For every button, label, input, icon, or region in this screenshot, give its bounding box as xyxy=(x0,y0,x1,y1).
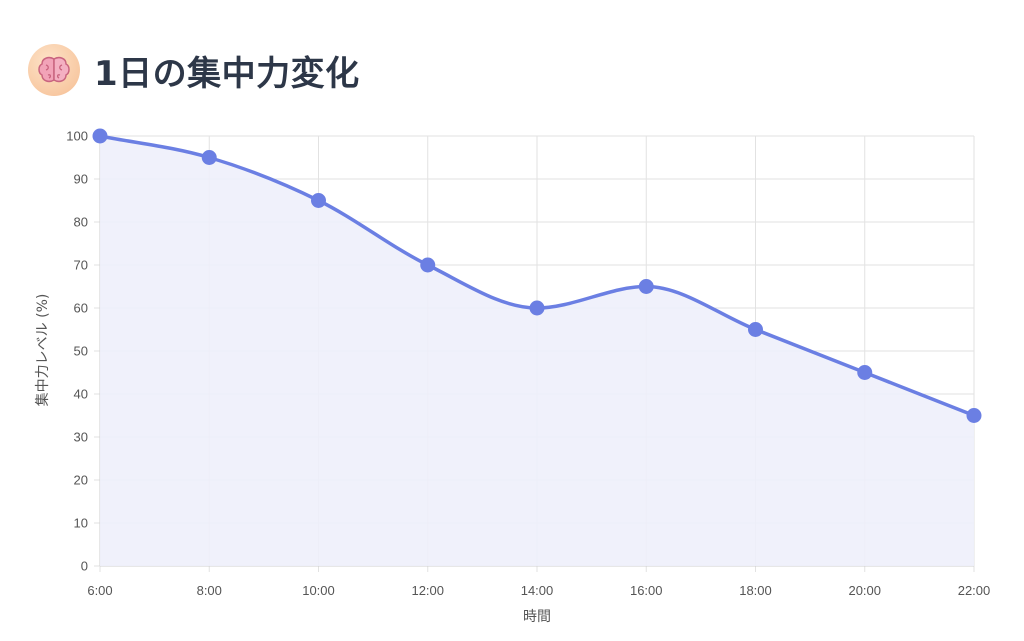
y-tick-label: 30 xyxy=(74,430,88,445)
y-tick-label: 40 xyxy=(74,387,88,402)
y-axis-title: 集中力レベル (%) xyxy=(34,294,51,407)
y-tick-label: 80 xyxy=(74,215,88,230)
tick-labels: 0 10 20 30 40 50 60 70 80 90 100 6:00 8:00 10:00 12:00… xyxy=(66,129,990,599)
y-tick-label: 90 xyxy=(74,172,88,187)
x-tick-label: 12:00 xyxy=(411,583,444,598)
chart-header: 1日の集中力変化 xyxy=(28,44,360,96)
data-point-800 xyxy=(201,150,217,165)
data-point-1800 xyxy=(748,322,763,337)
x-tick-label: 14:00 xyxy=(521,583,554,598)
y-tick-label: 20 xyxy=(74,473,88,488)
y-tick-label: 10 xyxy=(74,516,88,531)
data-point-2200 xyxy=(966,408,982,423)
data-points xyxy=(92,128,982,423)
y-tick-label: 0 xyxy=(81,559,88,574)
data-point-1000 xyxy=(311,193,326,208)
x-tick-label: 22:00 xyxy=(958,583,991,598)
brain-icon-graphic xyxy=(38,56,70,83)
y-tick-label: 100 xyxy=(66,129,88,144)
x-tick-label: 10:00 xyxy=(302,583,335,598)
data-point-1600 xyxy=(638,279,654,294)
x-tick-label: 18:00 xyxy=(739,583,772,598)
data-point-1200 xyxy=(420,257,436,273)
data-point-2000 xyxy=(857,365,873,380)
x-axis-title: 時間 xyxy=(523,609,551,625)
x-tick-label: 6:00 xyxy=(87,583,112,598)
area-fill xyxy=(100,136,974,566)
x-tick-label: 16:00 xyxy=(630,583,663,598)
y-tick-label: 60 xyxy=(74,301,88,316)
y-tick-label: 50 xyxy=(74,344,88,359)
x-tick-label: 8:00 xyxy=(197,583,222,598)
page-title: 1日の集中力変化 xyxy=(94,53,360,94)
data-point-600 xyxy=(92,128,108,144)
x-tick-label: 20:00 xyxy=(848,583,881,598)
y-tick-label: 70 xyxy=(74,258,88,273)
brain-icon xyxy=(28,44,80,96)
data-point-1400 xyxy=(529,300,545,316)
